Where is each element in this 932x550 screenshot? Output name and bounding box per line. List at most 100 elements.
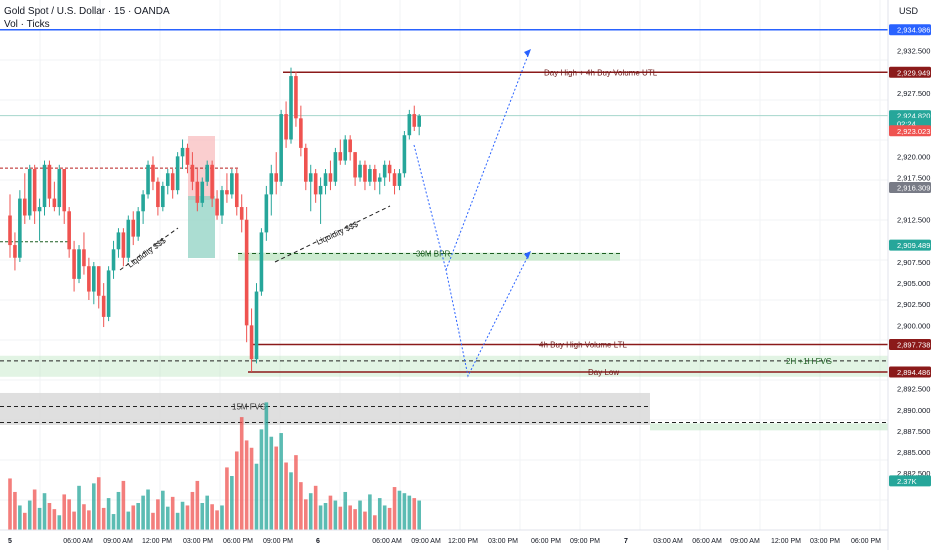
candle-body (13, 245, 17, 258)
candle-body (27, 169, 32, 216)
candle-body (175, 156, 180, 191)
x-tick-label: 03:00 PM (183, 538, 213, 545)
volume-bar (72, 511, 76, 530)
candle-body (121, 232, 126, 258)
x-tick-label: 09:00 AM (103, 538, 133, 545)
candle-body (338, 152, 343, 161)
x-tick-label: 5 (8, 538, 12, 545)
candle-body (92, 266, 96, 292)
volume-bar (220, 505, 224, 530)
volume-bar (239, 417, 244, 530)
volume-bar (52, 509, 57, 530)
volume-bar (382, 505, 387, 530)
y-tick-label: 2,892.500 (897, 385, 930, 394)
volume-bar (126, 511, 131, 530)
candle-body (299, 118, 303, 148)
candle-body (47, 164, 52, 199)
price-tag-text-bid: 2,923.023 (897, 127, 930, 136)
candle-body (156, 181, 160, 208)
volume-bar (274, 446, 279, 530)
volume-bar (215, 510, 219, 530)
volume-bar (407, 495, 412, 530)
volume-bar (387, 507, 392, 530)
volume-bar (62, 494, 67, 530)
fvg-15m-zone (0, 392, 650, 425)
y-tick-label: 2,912.500 (897, 216, 930, 225)
price-tag-text-day_high: 2,929.949 (897, 68, 930, 77)
volume-bar (146, 489, 150, 530)
volume-bar (156, 499, 160, 530)
candle-body (313, 173, 318, 195)
candle-body (387, 164, 392, 174)
volume-bar (185, 505, 190, 530)
volume-bar (234, 451, 239, 530)
x-tick-label: 06:00 PM (851, 538, 881, 545)
liquidity-line-1 (119, 227, 179, 271)
symbol-title[interactable]: Gold Spot / U.S. Dollar · 15 · OANDA (4, 6, 170, 17)
candle-body (377, 177, 382, 182)
candle-body (165, 173, 170, 186)
volume-indicator-label[interactable]: Vol · Ticks (4, 19, 50, 30)
demand-zone (188, 196, 215, 258)
volume-bar (87, 510, 91, 530)
volume-bar (313, 485, 318, 530)
candle-body (106, 270, 111, 317)
price-tag-day_high (889, 66, 931, 78)
candle-body (215, 198, 219, 216)
volume-bar (230, 476, 234, 530)
x-tick-label: 12:00 PM (142, 538, 172, 545)
y-tick-label: 2,920.000 (897, 152, 930, 161)
price-tag-text-bpr_level: 2,909.489 (897, 241, 930, 250)
candle-body (249, 325, 254, 360)
candle-body (116, 232, 121, 250)
candle-body (170, 173, 175, 191)
volume-bar (269, 436, 274, 530)
price-tag-text-ltl_level: 2,897.738 (897, 340, 930, 349)
volume-bar (77, 485, 81, 530)
volume-bar (106, 498, 111, 530)
volume-bar (338, 506, 343, 530)
candle-body (190, 164, 195, 182)
liquidity-label-2: Liquidity $$$ (315, 219, 360, 246)
y-tick-label: 2,900.000 (897, 321, 930, 330)
volume-bar (299, 482, 303, 530)
x-tick-label: 06:00 AM (372, 538, 402, 545)
y-tick-label: 2,885.000 (897, 448, 930, 457)
volume-bar (417, 500, 421, 530)
volume-bar (8, 478, 12, 530)
candle-body (304, 147, 308, 182)
candle-body (254, 291, 259, 360)
candle-body (111, 249, 116, 271)
volume-bar (259, 429, 264, 530)
x-tick-label: 06:00 AM (692, 538, 722, 545)
candle-body (131, 219, 136, 237)
candle-body (397, 173, 402, 186)
volume-bar (363, 511, 367, 530)
volume-bar (27, 500, 32, 530)
candle-body (141, 194, 145, 212)
volume-bar (210, 504, 214, 530)
volume-bar (57, 515, 62, 530)
volume-bar (111, 514, 116, 530)
volume-bar (205, 495, 209, 530)
candle-body (96, 266, 101, 296)
x-tick-label: 09:00 PM (263, 538, 293, 545)
candle-body (333, 152, 338, 182)
bpr-label: 30M BPR (416, 250, 450, 259)
candle-body (402, 135, 407, 174)
projection-path-2 (445, 49, 531, 271)
candle-body (42, 164, 47, 208)
candle-body (77, 249, 81, 279)
arrowhead-icon (524, 251, 531, 259)
volume-bar (18, 505, 22, 530)
price-tag-text-gray_level: 2,916.309 (897, 184, 930, 193)
candle-body (368, 169, 372, 182)
y-tick-label: 2,927.500 (897, 89, 930, 98)
x-tick-label: 06:00 AM (63, 538, 93, 545)
candle-body (230, 173, 234, 195)
ltl-label: 4h Buy High Volume LTL (539, 340, 627, 349)
volume-bar (67, 499, 71, 530)
volume-bar (373, 515, 377, 530)
